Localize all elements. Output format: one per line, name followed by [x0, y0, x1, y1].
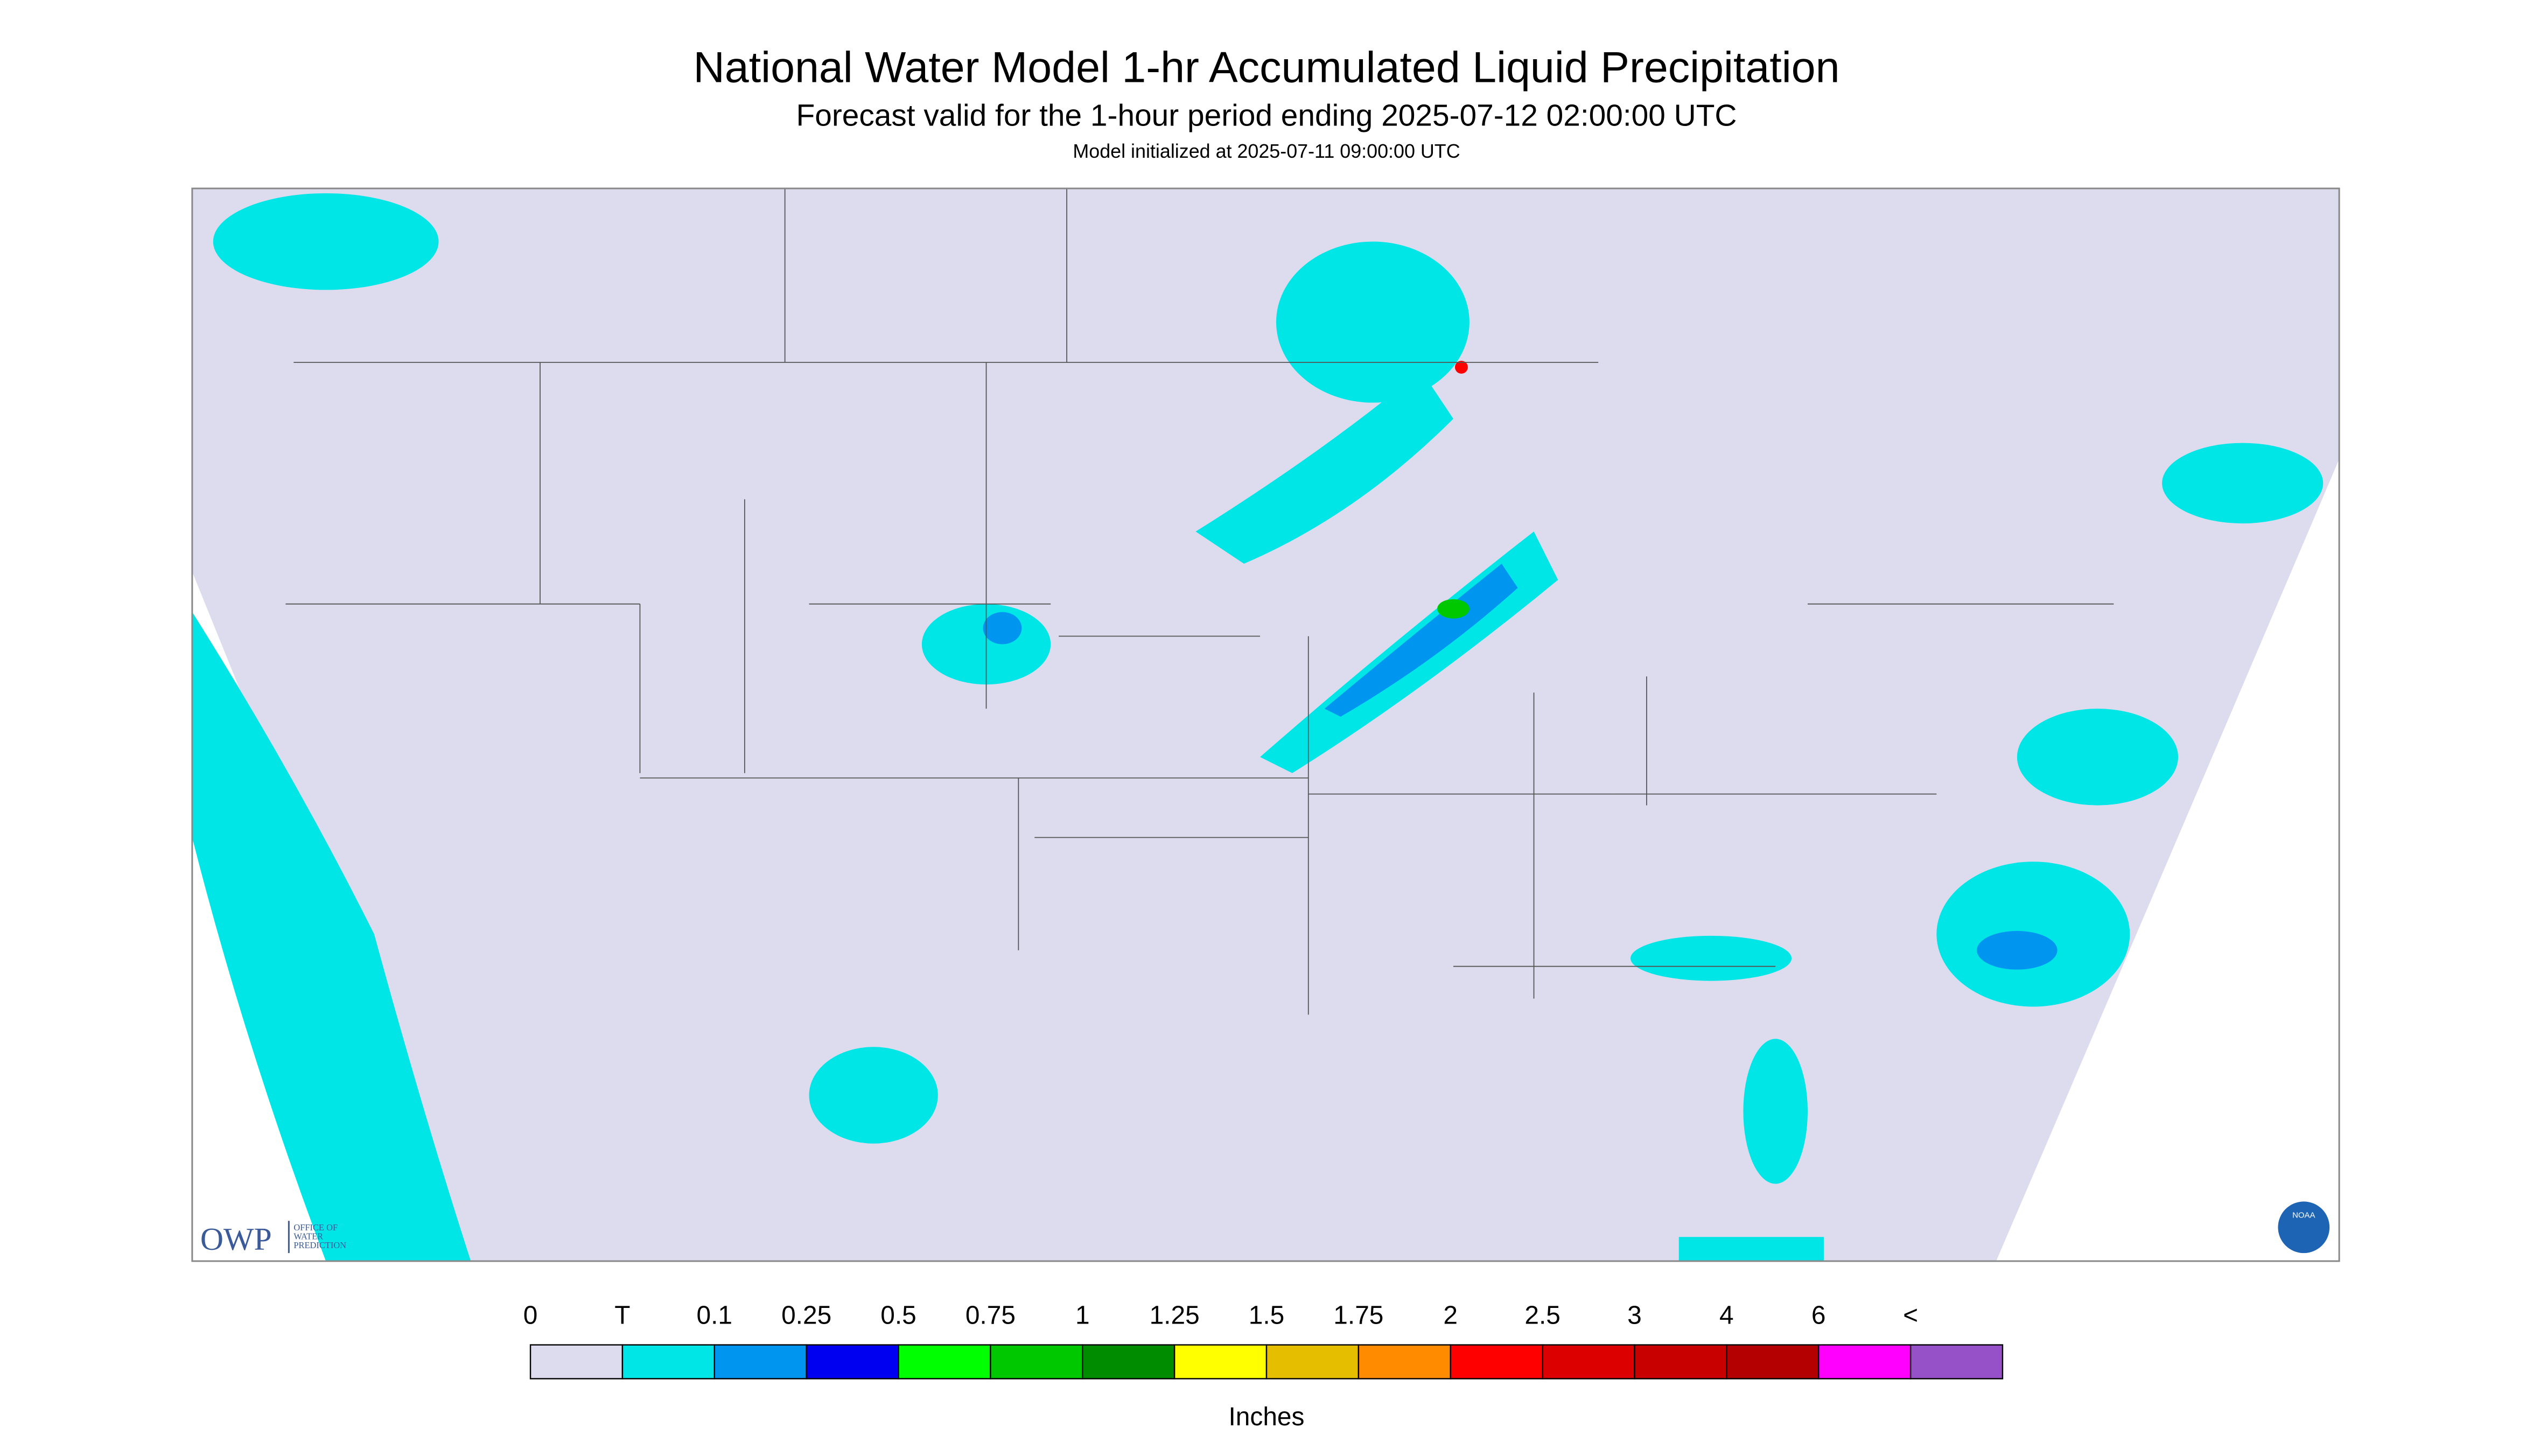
- legend-label: 1: [1075, 1301, 1090, 1330]
- precip-area: [2162, 443, 2324, 524]
- noaa-logo: [2278, 1201, 2330, 1254]
- legend-label: 0: [523, 1301, 538, 1330]
- legend-label: 0.75: [965, 1301, 1016, 1330]
- precip-area: [1678, 1237, 1824, 1262]
- legend: 0 T 0.1 0.25 0.5 0.75 1 1.25 1.5 1.75 2 2.5 3 4 6 <: [523, 1301, 2004, 1380]
- legend-swatch: [1542, 1344, 1635, 1380]
- legend-label: 3: [1627, 1301, 1642, 1330]
- legend-label: T: [614, 1301, 630, 1330]
- precip-area: [1631, 935, 1792, 981]
- legend-swatch: [621, 1344, 715, 1380]
- precip-area: [1195, 370, 1453, 564]
- legend-swatch: [1818, 1344, 1912, 1380]
- legend-swatch: [1358, 1344, 1451, 1380]
- owp-logo: OWP: [200, 1221, 272, 1257]
- legend-swatch: [806, 1344, 899, 1380]
- precip-area: [809, 1047, 938, 1144]
- subtitle: Forecast valid for the 1-hour period end…: [796, 99, 1737, 132]
- legend-swatch: [1909, 1344, 2004, 1380]
- legend-swatch: [1634, 1344, 1727, 1380]
- legend-swatch: [1726, 1344, 1820, 1380]
- precip-area: [983, 612, 1022, 645]
- legend-label: 1.25: [1150, 1301, 1200, 1330]
- map-domain: [192, 188, 2340, 1262]
- legend-swatch: [1082, 1344, 1175, 1380]
- legend-units: Inches: [1229, 1403, 1305, 1431]
- legend-label: <: [1903, 1301, 1918, 1330]
- owp-logo-line: OFFICE OF: [293, 1222, 338, 1233]
- legend-label: 1.5: [1249, 1301, 1285, 1330]
- legend-label: 6: [1811, 1301, 1826, 1330]
- legend-swatch: [1450, 1344, 1543, 1380]
- precip-area: [1437, 599, 1470, 619]
- legend-swatch: [990, 1344, 1083, 1380]
- legend-swatch: [898, 1344, 991, 1380]
- precip-area: [213, 193, 439, 290]
- owp-logo-line: PREDICTION: [293, 1240, 346, 1250]
- owp-logo-line: WATER: [293, 1231, 323, 1242]
- legend-swatch: [713, 1344, 807, 1380]
- title: National Water Model 1-hr Accumulated Li…: [694, 44, 1840, 92]
- precip-area: [1276, 241, 1470, 403]
- legend-swatch: [1265, 1344, 1360, 1380]
- map-frame: [191, 187, 2340, 1262]
- precip-area: [192, 612, 471, 1262]
- init-time: Model initialized at 2025-07-11 09:00:00…: [1073, 141, 1460, 162]
- legend-label: 0.25: [781, 1301, 831, 1330]
- legend-label: 0.1: [697, 1301, 733, 1330]
- boundaries: [285, 188, 2114, 1015]
- precip-area: [2017, 709, 2178, 806]
- precip-area: [1977, 930, 2058, 970]
- precip-area: [1454, 361, 1468, 374]
- precip-area: [1743, 1039, 1808, 1184]
- legend-swatch: [529, 1344, 624, 1380]
- precip-areas-heavy: [983, 563, 2058, 970]
- legend-label: 2.5: [1524, 1301, 1561, 1330]
- legend-label: 0.5: [880, 1301, 916, 1330]
- legend-swatch: [1173, 1344, 1268, 1380]
- legend-label: 2: [1443, 1301, 1458, 1330]
- legend-label: 4: [1719, 1301, 1734, 1330]
- noaa-logo-text: NOAA: [2292, 1210, 2315, 1220]
- precip-area: [1324, 563, 1518, 717]
- legend-label: 1.75: [1333, 1301, 1383, 1330]
